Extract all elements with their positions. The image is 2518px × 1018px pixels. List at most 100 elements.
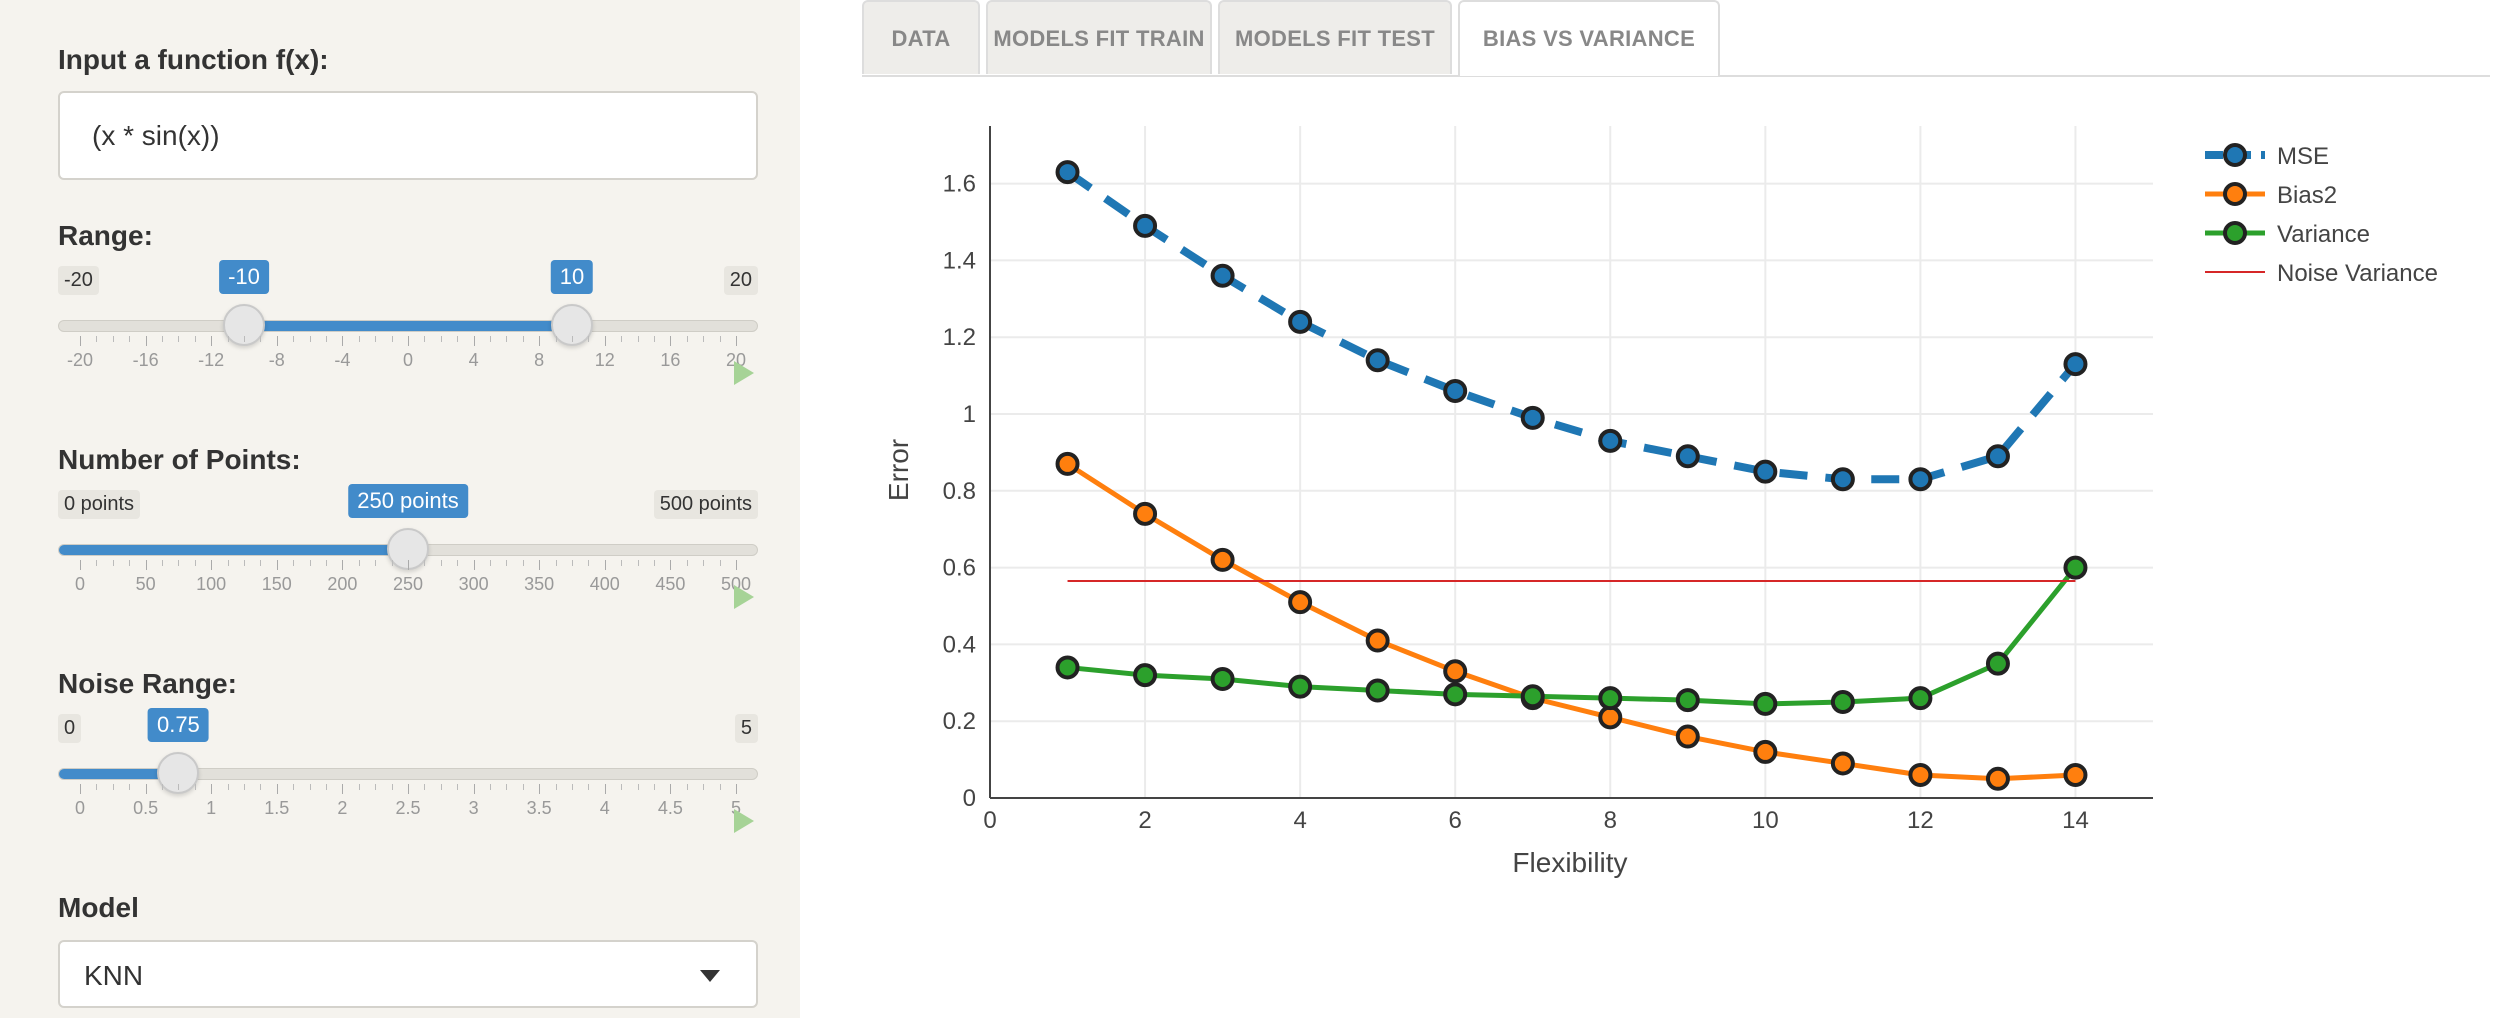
x-tick-label: 8: [1604, 807, 1617, 834]
range-ticks: -20 -16 -12 -8 -4 0 4 8 12 16 20: [58, 336, 758, 376]
tab-bias-vs-variance[interactable]: BIAS VS VARIANCE: [1458, 0, 1720, 76]
x-axis-label: Flexibility: [1512, 847, 1627, 878]
mse-point: [1908, 467, 1933, 492]
noise-minor-tick: [260, 784, 262, 790]
legend-variance-marker: [2223, 221, 2247, 245]
mse-point: [1288, 309, 1313, 334]
points-fill: [59, 545, 409, 555]
noise-tick-label: 0.5: [133, 798, 159, 818]
bias2-point: [1908, 762, 1933, 787]
noise-slider[interactable]: 0 5 0.75 0 0.5 1 1.5 2 2.5 3 3.5 4 4.5 5: [58, 708, 758, 834]
points-play-icon[interactable]: [734, 585, 754, 609]
range-minor-tick: [522, 336, 524, 342]
range-to-bubble: 10: [550, 260, 594, 294]
noise-play-icon[interactable]: [734, 809, 754, 833]
variance-line: [1067, 566, 2078, 707]
noise-minor-tick: [686, 784, 688, 790]
points-major-tick: [670, 560, 672, 570]
range-major-tick: [276, 336, 278, 346]
points-min-label: 0 points: [58, 490, 141, 519]
range-minor-tick: [440, 336, 442, 342]
chart-series: [1055, 160, 2088, 791]
points-tick-label: 300: [458, 574, 489, 594]
noise-minor-tick: [555, 784, 557, 790]
range-track[interactable]: [58, 320, 758, 332]
y-tick-label: 1: [963, 401, 976, 428]
tab-models-fit-test[interactable]: MODELS FIT TEST: [1218, 0, 1452, 74]
y-tick-label: 0.8: [943, 478, 976, 505]
bias2-point: [1985, 766, 2010, 791]
range-max-label: 20: [723, 266, 758, 295]
noise-tick-label: 4: [599, 798, 610, 818]
model-label: Model: [58, 892, 139, 923]
noise-tick-label: 4.5: [657, 798, 683, 818]
range-major-tick: [211, 336, 213, 346]
range-minor-tick: [637, 336, 639, 342]
noise-major-tick: [408, 784, 409, 794]
range-minor-tick: [162, 336, 163, 342]
points-slider[interactable]: 0 points 500 points 250 points 0 50 100 150…: [58, 484, 758, 610]
noise-minor-tick: [96, 784, 98, 790]
points-minor-tick: [309, 560, 311, 566]
points-major-tick: [408, 560, 409, 570]
variance-point: [1288, 674, 1313, 699]
range-minor-tick: [244, 336, 245, 342]
variance-point: [1908, 686, 1933, 711]
range-minor-tick: [457, 336, 459, 342]
points-label: Number of Points:: [58, 444, 301, 475]
points-minor-tick: [424, 560, 426, 566]
range-major-tick: [342, 336, 344, 346]
range-minor-tick: [194, 336, 196, 342]
range-minor-tick: [490, 336, 491, 342]
points-max-label: 500 points: [653, 490, 758, 519]
model-select[interactable]: KNN: [58, 940, 758, 1008]
variance-point: [1133, 663, 1158, 688]
range-minor-tick: [375, 336, 377, 342]
mse-point: [1830, 467, 1855, 492]
range-minor-tick: [654, 336, 655, 342]
range-tick-label: 4: [468, 350, 479, 370]
noise-tick-label: 3.5: [526, 798, 552, 818]
range-minor-tick: [293, 336, 295, 342]
x-tick-label: 4: [1293, 807, 1306, 834]
noise-major-tick: [145, 784, 147, 794]
range-tick-label: -20: [66, 350, 94, 370]
points-tick-label: 250: [392, 574, 424, 594]
x-tick-label: 10: [1752, 807, 1779, 834]
bias2-point: [2063, 762, 2088, 787]
points-minor-tick: [358, 560, 360, 566]
y-axis-label: Error: [883, 439, 914, 501]
noise-track[interactable]: [58, 768, 758, 780]
points-tick-label: 100: [196, 574, 227, 594]
variance-point: [1520, 684, 1545, 709]
points-tick-label: 400: [589, 574, 620, 594]
range-play-icon[interactable]: [734, 361, 754, 385]
mse-point: [1753, 459, 1778, 484]
points-minor-tick: [326, 560, 327, 566]
function-input[interactable]: [58, 91, 758, 180]
noise-minor-tick: [309, 784, 311, 790]
mse-point: [1365, 348, 1390, 373]
points-major-tick: [473, 560, 475, 570]
noise-minor-tick: [424, 784, 426, 790]
chart-legend: MSE Bias2 Variance Noise Variance: [2205, 143, 2438, 287]
noise-minor-tick: [621, 784, 623, 790]
legend-variance-label: Variance: [2277, 221, 2370, 248]
range-tick-label: -16: [132, 350, 159, 370]
range-minor-tick: [621, 336, 623, 342]
noise-minor-tick: [178, 784, 180, 790]
noise-minor-tick: [358, 784, 360, 790]
noise-major-tick: [80, 784, 81, 794]
noise-major-tick: [736, 784, 737, 794]
points-minor-tick: [621, 560, 623, 566]
points-minor-tick: [375, 560, 377, 566]
mse-point: [1985, 444, 2010, 469]
range-slider[interactable]: -20 20 -10 10 -20 -16 -12 -8 -4 0 4 8 12 16 20: [58, 260, 758, 386]
points-major-tick: [211, 560, 213, 570]
variance-point: [1055, 655, 1080, 680]
points-major-tick: [80, 560, 81, 570]
tab-data[interactable]: DATA: [862, 0, 980, 74]
variance-point: [1675, 688, 1700, 713]
tab-models-fit-train[interactable]: MODELS FIT TRAIN: [986, 0, 1212, 74]
points-tick-label: 0: [74, 574, 86, 594]
